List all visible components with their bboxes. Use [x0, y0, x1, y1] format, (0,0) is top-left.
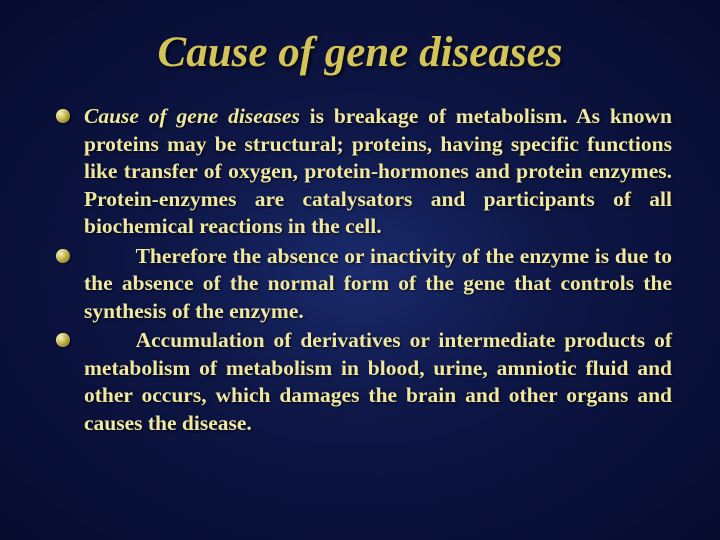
lead-italic-text: Cause of gene diseases [84, 104, 300, 128]
bullet-icon [56, 109, 70, 123]
bullet-paragraph: Therefore the absence or inactivity of t… [84, 243, 672, 326]
bullet-icon [56, 333, 70, 347]
bullet-item: Therefore the absence or inactivity of t… [56, 243, 672, 326]
lead-bold-text: is breakage of metabolism. [300, 104, 568, 128]
bullet-paragraph: Cause of gene diseases is breakage of me… [84, 103, 672, 241]
slide-body: Cause of gene diseases is breakage of me… [48, 103, 672, 437]
bullet-paragraph: Accumulation of derivatives or intermedi… [84, 327, 672, 437]
slide-title: Cause of gene diseases [48, 28, 672, 77]
bullet-icon [56, 249, 70, 263]
bullet-text: Accumulation of derivatives or intermedi… [84, 328, 672, 435]
bullet-item: Cause of gene diseases is breakage of me… [56, 103, 672, 241]
bullet-item: Accumulation of derivatives or intermedi… [56, 327, 672, 437]
bullet-text: Therefore the absence or inactivity of t… [84, 244, 672, 323]
